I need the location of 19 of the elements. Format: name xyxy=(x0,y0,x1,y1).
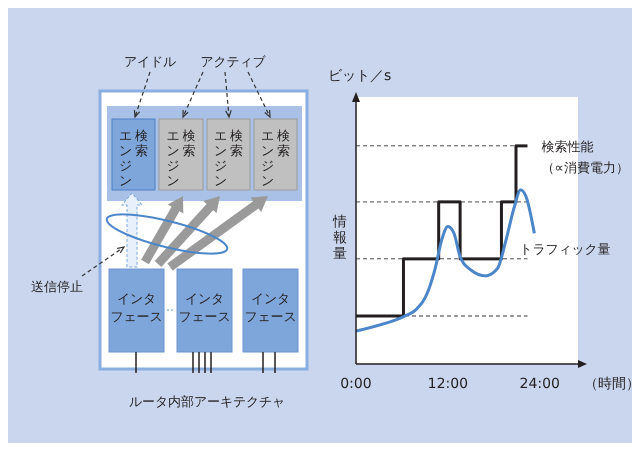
text: 検索エンジン xyxy=(261,129,290,189)
text: ビット／s xyxy=(328,68,392,84)
x-tick-label: 12:00 xyxy=(428,376,468,392)
text: インタフェース xyxy=(244,292,296,325)
series-label: トラフィック量 xyxy=(519,242,610,258)
text: アイドル xyxy=(124,55,176,70)
text: インタフェース xyxy=(110,292,162,325)
series-label: 検索性能（∝消費電力） xyxy=(541,140,629,176)
text: ルータ内部アーキテクチャ xyxy=(129,395,285,410)
text: 送信停止 xyxy=(31,280,83,295)
text: 検索エンジン xyxy=(119,129,148,189)
text: 検索エンジン xyxy=(214,129,243,189)
x-axis-title: （時間） xyxy=(584,376,640,392)
text: インタフェース xyxy=(178,292,230,325)
y-axis-title: 情報量 xyxy=(332,214,347,262)
text: 検索エンジン xyxy=(166,129,196,189)
x-tick-label: 0:00 xyxy=(340,376,372,392)
text: アクティブ xyxy=(200,55,266,70)
x-tick-label: 24:00 xyxy=(520,376,560,392)
